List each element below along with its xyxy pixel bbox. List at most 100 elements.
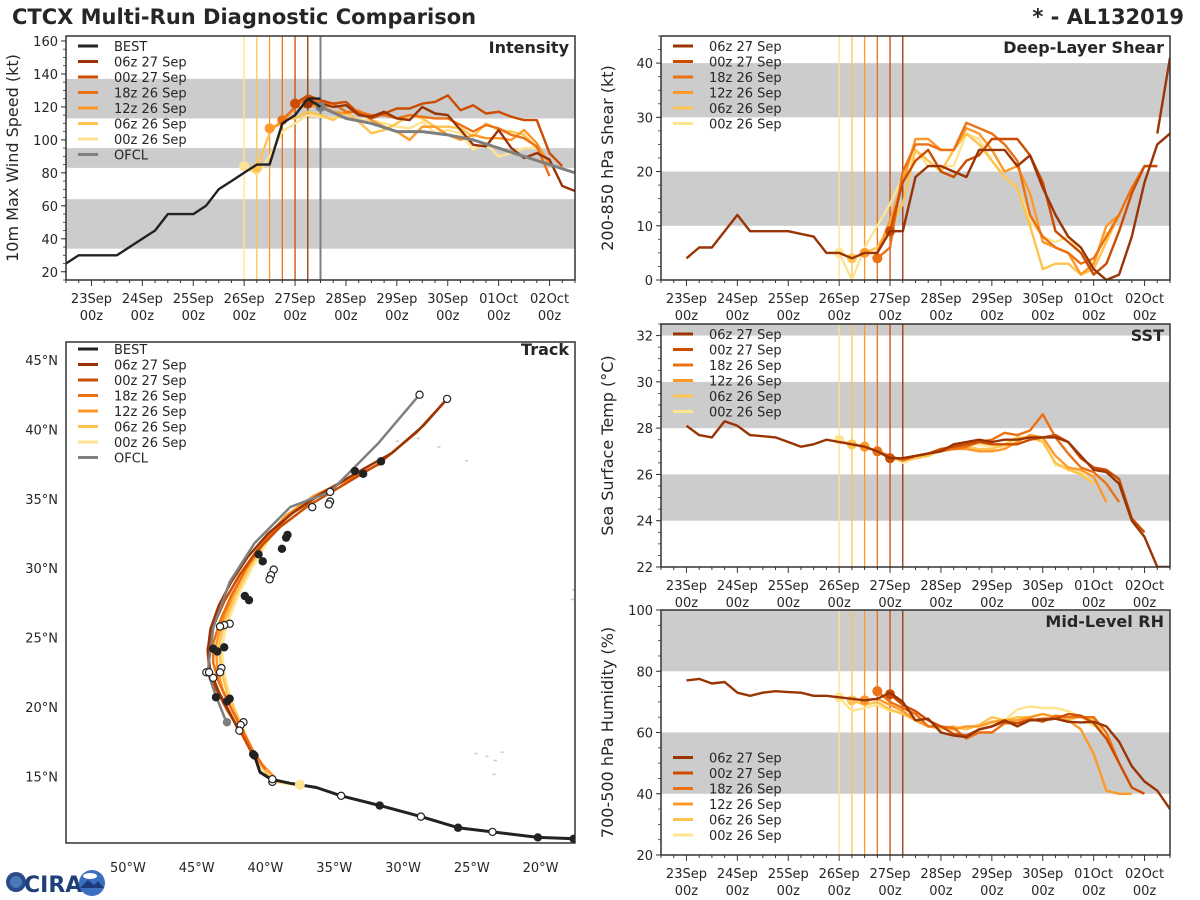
x-tick-label-hour: 00z [777, 884, 801, 899]
x-tick-label-hour: 00z [1031, 596, 1055, 611]
legend-label: 12z 26 Sep [709, 87, 782, 102]
x-tick-label-date: 02Oct [1125, 579, 1164, 594]
x-tick-label-date: 27Sep [870, 867, 911, 882]
series-line-00z-27-sep [294, 94, 564, 168]
y-tick-label: 40 [636, 788, 653, 803]
x-tick-label-hour: 00z [980, 884, 1004, 899]
track-point-filled [240, 591, 250, 601]
x-tick-label-hour: 00z [1082, 309, 1106, 324]
lat-tick-label: 20°N [25, 701, 58, 716]
series-line-06z-27-sep [685, 132, 1170, 280]
x-tick-label-hour: 00z [777, 309, 801, 324]
track-point-filled [254, 550, 263, 559]
init-point-marker [872, 253, 883, 264]
legend-label: 00z 26 Sep [709, 118, 782, 133]
legend-label: 12z 26 Sep [709, 375, 782, 390]
series-line-06z-27-sep [686, 677, 1170, 810]
track-point-filled [277, 544, 287, 553]
y-tick-label: 140 [33, 68, 58, 83]
x-tick-label-hour: 00z [675, 884, 699, 899]
track-point-open [204, 668, 214, 677]
x-tick-label-hour: 00z [232, 309, 256, 324]
y-tick-label: 60 [636, 727, 653, 742]
x-tick-label-hour: 00z [1133, 596, 1157, 611]
legend-label: 06z 27 Sep [709, 40, 782, 55]
y-tick-label: 80 [41, 167, 58, 182]
legend-label: OFCL [114, 452, 149, 467]
x-tick-label-date: 26Sep [819, 867, 860, 882]
x-tick-label-date: 25Sep [768, 579, 809, 594]
legend-label: 18z 26 Sep [709, 359, 782, 374]
island [570, 598, 574, 601]
track-point-filled [225, 694, 234, 703]
lon-tick-label: 40°W [248, 861, 284, 876]
track-point-filled [248, 749, 258, 759]
shaded-band [661, 732, 1170, 794]
lon-tick-label: 35°W [316, 861, 352, 876]
y-tick-label: 10 [636, 220, 653, 235]
track-line-06z-27-sep [206, 398, 449, 736]
x-tick-label-date: 27Sep [870, 292, 911, 307]
x-tick-label-date: 27Sep [870, 579, 911, 594]
init-position-marker [294, 779, 305, 790]
x-tick-label-date: 01Oct [1074, 867, 1113, 882]
shaded-band [661, 324, 1170, 336]
plot-frame [65, 341, 576, 844]
x-tick-label-date: 25Sep [768, 292, 809, 307]
track-point-filled [376, 457, 386, 466]
island [493, 759, 497, 762]
series-line-best [66, 97, 321, 265]
x-tick-label-hour: 00z [1031, 309, 1055, 324]
y-tick-label: 24 [636, 515, 653, 530]
legend-label: BEST [114, 40, 147, 55]
track-point-filled [220, 643, 229, 652]
legend-label: 12z 26 Sep [114, 405, 187, 420]
init-point-marker [885, 689, 896, 700]
y-axis-label: 10m Max Wind Speed (kt) [3, 54, 22, 262]
x-tick-label-date: 02Oct [1125, 292, 1164, 307]
track-point-filled [358, 469, 368, 479]
series-line-06z-27-sep [307, 102, 575, 193]
y-tick-label: 30 [636, 376, 653, 391]
lon-tick-label: 25°W [454, 861, 490, 876]
x-tick-label-date: 26Sep [224, 292, 265, 307]
legend-label: 00z 27 Sep [114, 71, 187, 86]
x-tick-label-date: 01Oct [479, 292, 518, 307]
x-tick-label-date: 25Sep [173, 292, 214, 307]
panel-title: Mid-Level RH [1045, 612, 1164, 631]
series-line-18z-26-sep [876, 690, 1121, 764]
panel-title: Deep-Layer Shear [1003, 38, 1164, 57]
series-line-00z-26-sep [838, 132, 1108, 280]
series-line-18z-26-sep [876, 121, 1158, 265]
y-axis-label: Sea Surface Temp (°C) [598, 355, 617, 535]
legend-label: 06z 26 Sep [709, 390, 782, 405]
lon-tick-label: 45°W [179, 861, 215, 876]
track-point-filled [283, 530, 292, 540]
x-tick-label-date: 28Sep [920, 292, 961, 307]
lon-tick-label: 50°W [110, 861, 146, 876]
lat-tick-label: 30°N [25, 562, 58, 577]
x-tick-label-date: 01Oct [1074, 579, 1113, 594]
x-tick-label-hour: 00z [675, 309, 699, 324]
track-point-open [488, 827, 497, 837]
y-tick-label: 20 [636, 849, 653, 864]
x-tick-label-hour: 00z [980, 309, 1004, 324]
x-tick-label-hour: 00z [878, 309, 902, 324]
track-line-00z-26-sep [220, 497, 315, 786]
x-tick-label-hour: 00z [80, 309, 104, 324]
x-tick-label-hour: 00z [827, 309, 851, 324]
x-tick-label-date: 27Sep [275, 292, 316, 307]
shaded-band [661, 610, 1170, 672]
legend-label: 06z 26 Sep [114, 118, 187, 133]
legend-label: 06z 26 Sep [709, 102, 782, 117]
series-line-06z-27-sep [1156, 57, 1170, 134]
track-point-open [208, 673, 218, 683]
y-tick-label: 26 [636, 468, 653, 483]
x-tick-label-date: 29Sep [971, 867, 1012, 882]
legend-label: 12z 26 Sep [114, 102, 187, 117]
legend-label: 18z 26 Sep [709, 783, 782, 798]
